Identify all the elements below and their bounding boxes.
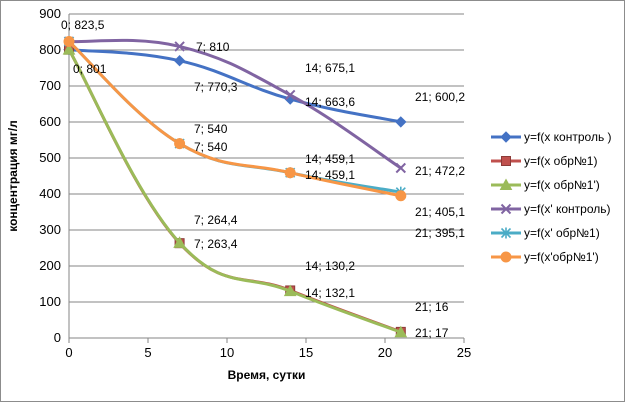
data-point bbox=[394, 325, 408, 338]
series-3 bbox=[62, 43, 408, 338]
data-label: 14; 663,6 bbox=[305, 95, 355, 109]
data-label: 21; 16 bbox=[415, 300, 449, 314]
series-group bbox=[62, 36, 408, 338]
series-line bbox=[67, 40, 402, 198]
legend-marker bbox=[500, 227, 512, 239]
y-tick-label: 300 bbox=[39, 222, 61, 237]
data-point bbox=[174, 138, 186, 150]
legend-entry-2: y=f(x обр№1) bbox=[491, 154, 597, 168]
legend-marker bbox=[499, 178, 513, 190]
legend-label: y=f(x обр№1') bbox=[524, 178, 600, 192]
series-line bbox=[67, 48, 402, 334]
legend-label: y=f(x обр№1) bbox=[524, 154, 597, 168]
data-label: 7; 540 bbox=[194, 140, 228, 154]
data-label: 14; 130,2 bbox=[305, 259, 355, 273]
legend-label: y=f(x' обр№1) bbox=[524, 226, 600, 240]
series-6 bbox=[63, 36, 407, 202]
y-tick-label: 700 bbox=[39, 78, 61, 93]
x-tick-label: 0 bbox=[65, 345, 72, 360]
legend-marker bbox=[501, 156, 511, 166]
legend-label: y=f(x контроль ) bbox=[524, 130, 612, 144]
grid bbox=[69, 13, 464, 303]
data-point bbox=[63, 36, 75, 48]
data-label: 7; 810 bbox=[196, 40, 230, 54]
y-tick-label: 0 bbox=[54, 330, 61, 345]
marker-stroke bbox=[284, 89, 296, 101]
data-label: 14; 132,1 bbox=[305, 286, 355, 300]
series-line bbox=[68, 48, 402, 124]
legend-marker bbox=[500, 131, 512, 143]
y-tick-label: 100 bbox=[39, 294, 61, 309]
y-tick-label: 800 bbox=[39, 42, 61, 57]
data-point bbox=[283, 284, 297, 297]
legend: y=f(x контроль ) y=f(x обр№1) y=f(x обр№1'… bbox=[491, 130, 612, 264]
x-tick-label: 25 bbox=[457, 345, 471, 360]
legend-entry-4: y=f(x' контроль) bbox=[491, 202, 610, 216]
data-label: 7; 540 bbox=[194, 122, 228, 136]
data-label: 7; 264,4 bbox=[194, 213, 238, 227]
data-label: 0; 801 bbox=[73, 62, 107, 76]
data-point bbox=[284, 167, 296, 179]
data-point bbox=[395, 190, 407, 202]
y-tick-label: 600 bbox=[39, 114, 61, 129]
data-labels: 0; 823,5 0; 801 7; 810 7; 770,3 7; 540 7; 540… bbox=[61, 18, 465, 340]
data-label: 21; 405,1 bbox=[415, 205, 465, 219]
legend-entry-5: y=f(x' обр№1) bbox=[491, 226, 600, 240]
legend-entry-6: y=f(x'обр№1') bbox=[491, 250, 599, 264]
marker-stroke bbox=[174, 41, 185, 52]
data-label: 7; 770,3 bbox=[194, 80, 238, 94]
x-axis-title: Время, сутки bbox=[228, 368, 306, 382]
axes: 0 100 200 300 400 500 600 700 800 900 0 5 10 15 20 25 bbox=[39, 6, 471, 360]
y-axis-title: концентрация мг/л bbox=[6, 120, 20, 232]
legend-entry-1: y=f(x контроль ) bbox=[491, 130, 612, 144]
data-point bbox=[395, 162, 407, 174]
data-point bbox=[173, 54, 186, 67]
x-tick-label: 10 bbox=[220, 345, 234, 360]
data-point bbox=[173, 236, 186, 248]
y-tick-label: 400 bbox=[39, 186, 61, 201]
x-tick-label: 5 bbox=[144, 345, 151, 360]
series-line bbox=[68, 38, 402, 170]
legend-marker bbox=[500, 203, 512, 215]
data-label: 7; 263,4 bbox=[194, 237, 238, 251]
data-point bbox=[174, 41, 185, 52]
data-label: 21; 395,1 bbox=[415, 226, 465, 240]
data-label: 21; 600,2 bbox=[415, 90, 465, 104]
legend-marker bbox=[500, 251, 512, 263]
legend-label: y=f(x' контроль) bbox=[524, 202, 610, 216]
marker-stroke bbox=[500, 203, 512, 215]
data-label: 14; 459,1 bbox=[305, 168, 355, 182]
data-point bbox=[284, 89, 296, 101]
data-label: 21; 472,2 bbox=[415, 164, 465, 178]
x-tick-label: 15 bbox=[299, 345, 313, 360]
legend-entry-3: y=f(x обр№1') bbox=[491, 178, 600, 192]
data-label: 21; 17 bbox=[415, 326, 449, 340]
data-label: 0; 823,5 bbox=[61, 18, 105, 32]
data-label: 14; 675,1 bbox=[305, 61, 355, 75]
marker-stroke bbox=[395, 162, 407, 174]
x-tick-label: 20 bbox=[378, 345, 392, 360]
data-point bbox=[395, 116, 407, 128]
legend-label: y=f(x'обр№1') bbox=[524, 250, 599, 264]
y-tick-label: 500 bbox=[39, 150, 61, 165]
y-tick-label: 200 bbox=[39, 258, 61, 273]
y-tick-label: 900 bbox=[39, 6, 61, 21]
data-point bbox=[62, 43, 76, 55]
data-label: 14; 459,1 bbox=[305, 152, 355, 166]
